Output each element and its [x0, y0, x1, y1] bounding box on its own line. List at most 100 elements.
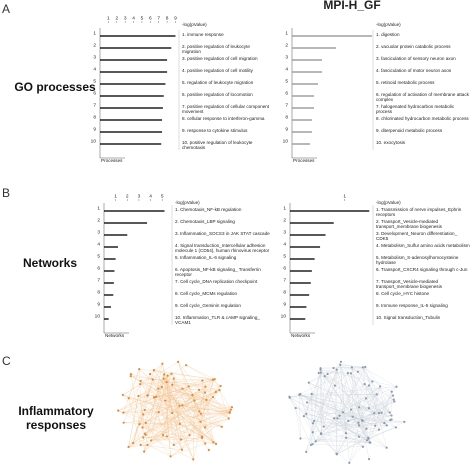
network-node: [143, 408, 146, 412]
network-edge: [300, 393, 353, 417]
network-node: [367, 384, 371, 387]
category-label: 9. Immune response_IL-5 signaling: [376, 303, 448, 308]
network-edge: [337, 418, 363, 421]
category-label: 6. Apoptosis_NF-kB signaling_ Transferri…: [175, 267, 261, 278]
category-number: 4: [93, 66, 96, 72]
network-node: [213, 378, 216, 381]
network-edge: [362, 420, 376, 426]
network-node: [326, 372, 329, 376]
network-edge: [219, 390, 229, 419]
network-node: [127, 397, 130, 400]
category-label: 3. Inflammation_SOCS3 in JAK STAT cascad…: [175, 231, 270, 236]
network-edge: [350, 373, 369, 438]
category-number: 8: [283, 289, 286, 295]
network-edge: [182, 388, 217, 444]
network-node: [207, 448, 210, 452]
x-tick-label: 7: [157, 15, 160, 21]
network-edge: [347, 373, 387, 426]
network-node: [357, 421, 360, 424]
network-edge: [339, 415, 364, 447]
network-edge: [139, 368, 214, 443]
network-edge: [144, 374, 165, 411]
network-node: [163, 373, 166, 376]
category-label: 10. Inflammation_TLR & cAMP signaling_ V…: [175, 315, 260, 326]
network-edge: [158, 388, 168, 437]
category-number: 1: [97, 205, 100, 211]
network-edge: [130, 375, 222, 427]
network-node: [339, 363, 342, 366]
network-node: [390, 418, 393, 421]
network-edge: [122, 394, 217, 444]
category-number: 6: [97, 265, 100, 271]
network-edge: [320, 376, 325, 435]
network-node: [379, 385, 382, 388]
network-node: [339, 360, 343, 363]
network-node: [204, 391, 207, 394]
network-edge: [339, 415, 405, 423]
network-node: [314, 440, 317, 443]
network-edge: [144, 409, 159, 413]
network-edge: [306, 369, 337, 452]
network-edge: [192, 394, 230, 414]
category-number: 9: [97, 301, 100, 307]
category-label: 3. fasciculation of sensory neuron axon: [376, 56, 456, 61]
network-edge: [153, 370, 215, 380]
network-node: [157, 411, 160, 414]
network-edge: [349, 428, 367, 463]
network-edge: [205, 409, 231, 428]
network-node: [181, 404, 184, 407]
network-node: [344, 432, 348, 435]
network-edge: [200, 390, 220, 422]
network-node: [144, 433, 147, 436]
network-edge: [205, 386, 229, 419]
category-number: 7: [97, 277, 100, 283]
network-edge: [306, 366, 366, 415]
bar: [100, 107, 163, 109]
network-edge: [200, 409, 231, 422]
network-edge: [205, 386, 220, 391]
network-node: [139, 443, 142, 447]
network-node: [142, 413, 145, 416]
bar: [292, 59, 322, 61]
network-edge: [139, 368, 215, 380]
network-edge: [352, 394, 377, 417]
network-node: [212, 441, 215, 444]
category-number: 1: [285, 30, 288, 36]
network-edge: [315, 408, 370, 442]
network-edge: [151, 437, 203, 441]
network-edge: [145, 388, 183, 423]
bar: [292, 35, 372, 37]
network-node: [179, 438, 183, 441]
network-edge: [162, 363, 181, 424]
network-edge: [212, 396, 230, 414]
network-edge: [163, 374, 171, 457]
category-label: 6. regulation of activation of membrane …: [376, 92, 469, 103]
network-node: [188, 434, 191, 437]
network-edge: [130, 375, 206, 387]
category-label: 1. immune response: [182, 32, 224, 37]
network-edge: [336, 437, 347, 455]
network-node: [161, 434, 165, 437]
panel-letter: B: [2, 186, 11, 200]
row-label: GO processes: [14, 80, 96, 94]
network-edge: [186, 365, 221, 387]
panel-letter: A: [2, 2, 11, 16]
network-node: [129, 373, 133, 376]
network-edge: [181, 439, 217, 444]
network-node: [151, 378, 154, 381]
network-edge: [177, 361, 203, 437]
network-edge: [306, 402, 385, 424]
network-edge: [145, 434, 194, 460]
network-node: [178, 404, 181, 407]
network-node: [344, 436, 348, 439]
y-axis-label: Processes: [101, 158, 123, 163]
category-number: 3: [283, 229, 286, 235]
category-label: 10. Signal transduction_Tubulin: [376, 315, 441, 320]
network-edge: [347, 373, 382, 413]
network-edge: [364, 384, 382, 413]
panel-letter: C: [2, 354, 11, 368]
network-edge: [311, 393, 313, 433]
bar: [290, 294, 310, 296]
network-edge: [299, 394, 301, 439]
